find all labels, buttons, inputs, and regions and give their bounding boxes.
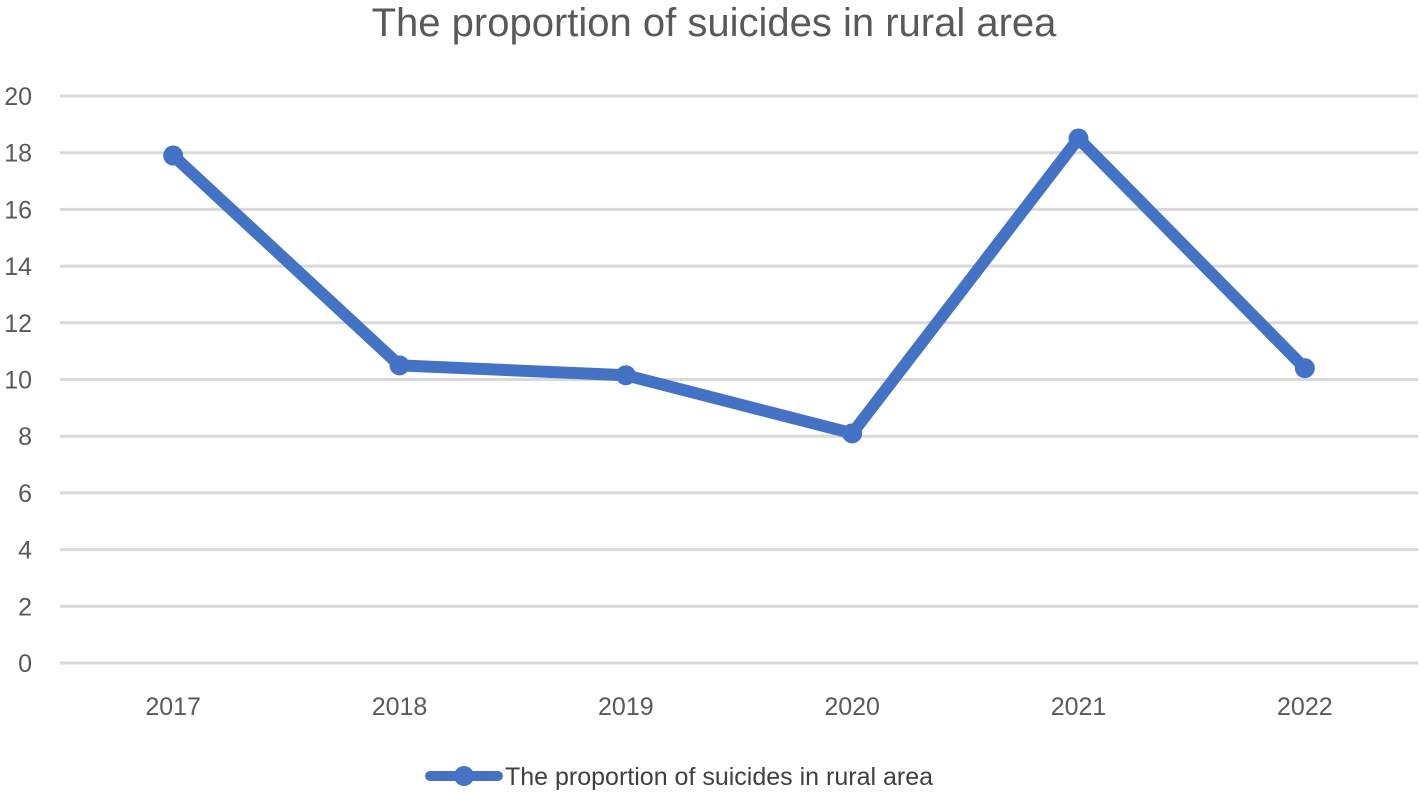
legend[interactable]: The proportion of suicides in rural area bbox=[425, 763, 933, 791]
data-point[interactable] bbox=[1294, 358, 1315, 379]
data-point[interactable] bbox=[163, 145, 184, 166]
data-point[interactable] bbox=[1068, 128, 1089, 149]
data-point[interactable] bbox=[842, 423, 863, 444]
y-tick-label: 12 bbox=[4, 310, 32, 338]
x-tick-label: 2020 bbox=[824, 693, 880, 721]
y-tick-label: 14 bbox=[4, 253, 32, 281]
x-tick-label: 2022 bbox=[1277, 693, 1333, 721]
y-tick-label: 8 bbox=[18, 423, 32, 451]
y-tick-label: 0 bbox=[18, 650, 32, 678]
gridlines bbox=[60, 94, 1418, 665]
y-tick-label: 2 bbox=[18, 593, 32, 621]
y-tick-label: 4 bbox=[18, 537, 32, 565]
x-tick-label: 2019 bbox=[598, 693, 654, 721]
data-point[interactable] bbox=[389, 355, 410, 376]
x-tick-label: 2018 bbox=[372, 693, 428, 721]
y-tick-label: 16 bbox=[4, 196, 32, 224]
y-axis-ticks: 0 2 4 6 8 10 12 14 16 18 20 bbox=[4, 83, 32, 678]
series-line bbox=[167, 132, 1311, 440]
legend-label: The proportion of suicides in rural area bbox=[505, 763, 933, 791]
chart-title: The proportion of suicides in rural area bbox=[372, 1, 1058, 45]
y-tick-label: 20 bbox=[4, 83, 32, 111]
legend-swatch-marker bbox=[454, 766, 474, 786]
x-axis-ticks: 2017 2018 2019 2020 2021 2022 bbox=[145, 693, 1332, 721]
y-tick-label: 10 bbox=[4, 367, 32, 395]
series bbox=[163, 128, 1315, 444]
x-tick-label: 2021 bbox=[1051, 693, 1107, 721]
x-tick-label: 2017 bbox=[145, 693, 201, 721]
y-tick-label: 18 bbox=[4, 140, 32, 168]
data-point[interactable] bbox=[615, 365, 636, 386]
y-tick-label: 6 bbox=[18, 480, 32, 508]
